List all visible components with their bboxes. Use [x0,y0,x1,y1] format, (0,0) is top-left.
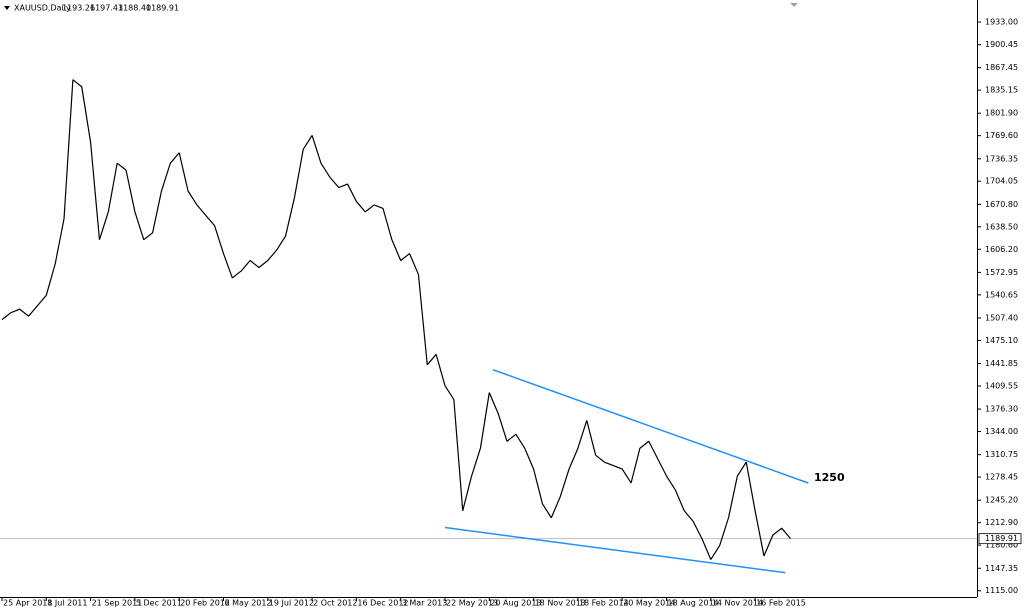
x-tick-label: 16 Dec 2012 [357,599,408,608]
y-tick-label: 1147.35 [985,564,1018,573]
x-tick-label: 19 Jul 2012 [269,599,314,608]
y-tick-label: 1180.60 [985,541,1018,550]
y-tick-label: 1867.45 [985,63,1018,72]
y-tick-label: 1933.00 [985,18,1018,27]
y-tick-label: 1344.00 [985,427,1018,436]
x-tick-label: 18 Nov 2013 [535,599,586,608]
current-price-box [978,533,1022,545]
ohlc-high: 1197.43 [90,4,123,13]
y-tick-label: 1769.60 [985,131,1018,140]
x-tick-label: 3 Mar 2013 [402,599,448,608]
x-tick-label: 20 Feb 2012 [180,599,230,608]
x-tick-label: 22 May 2013 [446,599,498,608]
symbol-label: XAUUSD,Daily [14,4,71,13]
trend-line [444,526,786,574]
y-tick-label: 1638.50 [985,222,1018,231]
x-tick-label: 20 Aug 2013 [490,599,541,608]
y-tick-label: 1310.75 [985,450,1018,459]
y-tick-label: 1736.35 [985,154,1018,163]
ohlc-open: 1193.26 [62,4,95,13]
ohlc-close: 1189.91 [146,4,179,13]
current-price-label: 1189.91 [985,534,1018,543]
trend-line [492,368,809,484]
y-tick-label: 1212.90 [985,518,1018,527]
x-tick-label: 20 May 2014 [623,599,675,608]
x-tick-label: 2 Oct 2012 [313,599,357,608]
x-tick-label: 18 Feb 2014 [579,599,629,608]
x-tick-label: 6 May 2012 [225,599,272,608]
y-tick-label: 1606.20 [985,245,1018,254]
y-tick-label: 1409.55 [985,381,1018,390]
y-tick-label: 1572.95 [985,268,1018,277]
y-tick-label: 1441.85 [985,359,1018,368]
y-tick-label: 1704.05 [985,177,1018,186]
price-line [1,79,791,560]
y-tick-label: 1900.45 [985,40,1018,49]
y-tick-label: 1670.80 [985,200,1018,209]
x-tick-label: 8 Jul 2011 [47,599,87,608]
y-tick-label: 1115.00 [985,586,1018,595]
x-tick-label: 21 Sep 2011 [92,599,143,608]
y-tick-label: 1376.30 [985,405,1018,414]
x-tick-label: 5 Dec 2011 [136,599,182,608]
x-tick-label: 25 Apr 2011 [3,599,52,608]
x-tick-label: 16 Feb 2015 [756,599,806,608]
y-tick-label: 1278.45 [985,473,1018,482]
shift-marker [790,3,798,7]
annotation: 1250 [814,471,845,484]
y-tick-label: 1507.40 [985,313,1018,322]
x-tick-label: 14 Nov 2014 [712,599,763,608]
menu-arrow [4,6,10,10]
y-tick-label: 1475.10 [985,336,1018,345]
ohlc-low: 1188.40 [118,4,151,13]
y-tick-label: 1835.15 [985,86,1018,95]
y-tick-label: 1540.65 [985,290,1018,299]
x-tick-label: 18 Aug 2014 [668,599,719,608]
y-tick-label: 1801.90 [985,109,1018,118]
y-tick-label: 1245.20 [985,496,1018,505]
